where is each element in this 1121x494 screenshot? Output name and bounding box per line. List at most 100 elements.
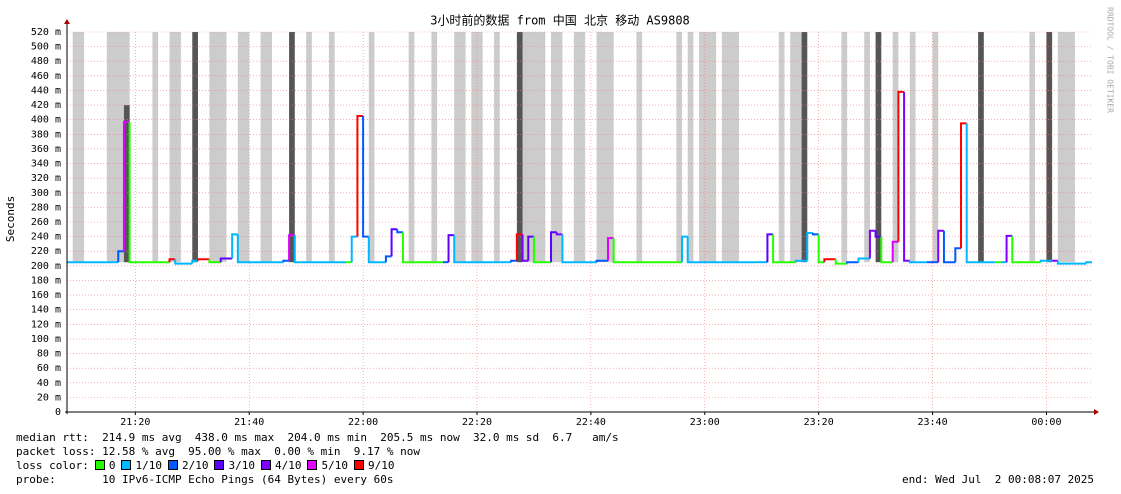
legend-swatch xyxy=(353,460,364,470)
x-arrow xyxy=(1094,409,1099,415)
chart-title: 3小时前的数据 from 中国 北京 移动 AS9808 xyxy=(430,13,690,28)
median-step xyxy=(868,229,876,259)
legend-entry: 3/10 xyxy=(228,459,255,472)
x-tick-label: 23:20 xyxy=(804,417,834,428)
y-tick-label: 460 m xyxy=(31,71,61,82)
y-tick-label: 120 m xyxy=(31,319,61,330)
smoke-column xyxy=(169,32,181,263)
y-tick-label: 480 m xyxy=(31,56,61,67)
median-step xyxy=(1011,235,1041,264)
x-tick-label: 00:00 xyxy=(1031,417,1061,428)
x-tick-label: 23:40 xyxy=(918,417,948,428)
smoke-column xyxy=(454,32,466,263)
smoke-column xyxy=(522,32,546,263)
x-tick-label: 21:20 xyxy=(120,417,150,428)
smoke-column xyxy=(237,32,250,263)
y-tick-label: 300 m xyxy=(31,188,61,199)
median-step xyxy=(965,123,996,264)
smoke-column xyxy=(721,32,739,263)
smoke-column xyxy=(790,32,802,263)
median-step xyxy=(390,228,398,257)
smoke-column xyxy=(152,32,159,263)
smoke-column xyxy=(1057,32,1075,263)
y-arrow xyxy=(64,19,70,24)
median-step xyxy=(527,235,534,261)
median-step xyxy=(686,236,757,264)
median-step xyxy=(293,235,347,264)
end-time: end: Wed Jul 2 00:08:07 2025 xyxy=(902,473,1095,486)
x-tick-label: 22:40 xyxy=(576,417,606,428)
median-step xyxy=(236,234,284,264)
smoke-column xyxy=(892,32,899,263)
median-step xyxy=(794,259,808,263)
legend-entry: 0 xyxy=(108,459,116,472)
median-step xyxy=(555,232,563,236)
smoke-column xyxy=(494,32,500,263)
median-step xyxy=(595,259,608,263)
median-step xyxy=(1056,260,1087,265)
y-tick-label: 320 m xyxy=(31,173,61,184)
median-step xyxy=(447,234,455,263)
median-step xyxy=(606,237,614,261)
smoke-column xyxy=(864,32,870,263)
median-step xyxy=(117,250,124,263)
y-tick-label: 220 m xyxy=(31,246,61,257)
legend-swatch xyxy=(307,460,318,470)
smoke-column xyxy=(1029,32,1036,263)
y-tick-label: 80 m xyxy=(37,349,61,360)
median-step xyxy=(168,258,176,263)
median-step xyxy=(219,257,233,263)
y-tick-label: 260 m xyxy=(31,217,61,228)
median-step xyxy=(396,229,403,234)
median-step xyxy=(453,235,500,264)
median-step xyxy=(874,230,882,238)
median-step xyxy=(367,236,386,264)
side-label: RRDTOOL / TOBI OETIKER xyxy=(1106,7,1115,113)
smoke-column xyxy=(699,32,717,263)
smoke-column xyxy=(516,32,523,263)
smoke-column xyxy=(551,32,563,263)
smoke-column xyxy=(687,32,694,263)
median-step xyxy=(174,259,193,265)
median-step xyxy=(823,258,836,263)
smoke-layer xyxy=(72,32,1075,263)
legend-swatch xyxy=(260,460,271,470)
y-tick-label: 400 m xyxy=(31,115,61,126)
smoke-column xyxy=(260,32,272,263)
median-step xyxy=(942,230,956,264)
probe: probe: 10 IPv6-ICMP Echo Pings (64 Bytes… xyxy=(16,473,394,486)
y-tick-label: 360 m xyxy=(31,144,61,155)
y-tick-label: 520 m xyxy=(31,27,61,38)
y-tick-label: 240 m xyxy=(31,232,61,243)
median-step xyxy=(880,236,893,264)
smoke-column xyxy=(636,32,643,263)
x-tick-label: 22:20 xyxy=(462,417,492,428)
smoke-column xyxy=(368,32,375,263)
smoke-column xyxy=(932,32,939,263)
smoke-column xyxy=(1046,32,1053,263)
median-step xyxy=(196,258,210,261)
legend-swatch xyxy=(214,460,225,470)
median-step xyxy=(857,257,870,263)
median-step xyxy=(811,232,819,236)
median-step xyxy=(897,90,905,242)
x-tick-label: 23:00 xyxy=(690,417,720,428)
y-tick-label: 440 m xyxy=(31,85,61,96)
y-tick-label: 140 m xyxy=(31,305,61,316)
median-step xyxy=(532,236,552,264)
median-step xyxy=(561,234,597,264)
smoke-column xyxy=(841,32,848,263)
legend-entry: 5/10 xyxy=(321,459,348,472)
median-step xyxy=(772,234,796,264)
y-axis-label: Seconds xyxy=(4,196,17,242)
median-step xyxy=(612,238,677,264)
median-step xyxy=(401,232,443,264)
median-step xyxy=(550,231,557,263)
legend-label: loss color: xyxy=(16,459,89,472)
legend-swatch xyxy=(94,460,105,470)
x-tick-label: 21:40 xyxy=(234,417,264,428)
median-step xyxy=(350,235,358,263)
median-step xyxy=(510,259,517,263)
smoke-column xyxy=(123,105,130,263)
